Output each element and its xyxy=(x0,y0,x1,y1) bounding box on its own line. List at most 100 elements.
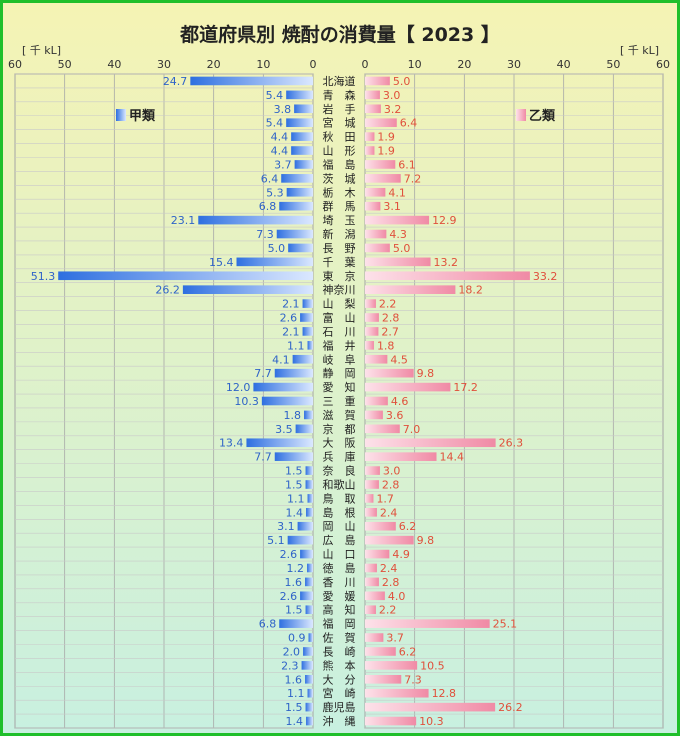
kou-value-label: 7.7 xyxy=(254,451,272,464)
otsu-value-label: 18.2 xyxy=(458,284,483,297)
kou-bar xyxy=(286,118,313,128)
otsu-bar xyxy=(365,313,379,322)
chart-title: 都道府県別 焼酎の消費量【 2023 】 xyxy=(180,24,500,46)
kou-value-label: 2.1 xyxy=(282,298,300,311)
otsu-bar xyxy=(365,480,379,489)
prefecture-label: 山 梨 xyxy=(323,297,356,311)
right-tick-label: 0 xyxy=(362,58,369,71)
prefecture-label: 茨 城 xyxy=(323,171,356,185)
otsu-value-label: 9.8 xyxy=(417,534,435,547)
kou-value-label: 6.8 xyxy=(259,618,277,631)
kou-bar xyxy=(190,76,313,86)
prefecture-label: 山 形 xyxy=(323,145,356,158)
otsu-bar xyxy=(365,271,530,281)
prefecture-label: 福 井 xyxy=(323,338,356,352)
kou-value-label: 6.8 xyxy=(259,200,277,213)
otsu-value-label: 1.7 xyxy=(376,492,394,505)
kou-value-label: 7.3 xyxy=(256,228,274,241)
kou-value-label: 4.1 xyxy=(272,353,290,366)
otsu-value-label: 1.9 xyxy=(377,145,395,158)
prefecture-label: 愛 知 xyxy=(323,380,356,394)
otsu-bar xyxy=(365,368,414,378)
otsu-bar xyxy=(365,341,374,350)
prefecture-label: 静 岡 xyxy=(323,366,356,380)
prefecture-label: 東 京 xyxy=(323,269,356,283)
kou-bar xyxy=(305,466,313,475)
kou-value-label: 1.5 xyxy=(285,478,303,491)
otsu-bar xyxy=(365,104,381,114)
otsu-bar xyxy=(365,633,384,642)
kou-value-label: 2.6 xyxy=(280,590,298,603)
otsu-value-label: 7.2 xyxy=(404,172,422,185)
otsu-value-label: 4.0 xyxy=(388,590,406,603)
kou-value-label: 1.2 xyxy=(287,562,305,575)
otsu-value-label: 3.1 xyxy=(383,200,401,213)
left-unit-label: [ 千 kL] xyxy=(22,44,62,57)
kou-value-label: 4.4 xyxy=(271,145,289,158)
otsu-bar xyxy=(365,243,390,253)
kou-value-label: 51.3 xyxy=(31,270,56,283)
otsu-value-label: 33.2 xyxy=(533,270,558,283)
kou-value-label: 5.3 xyxy=(266,186,284,199)
prefecture-label: 和歌山 xyxy=(323,477,356,491)
kou-bar xyxy=(261,396,313,406)
kou-bar xyxy=(291,132,313,141)
otsu-value-label: 2.8 xyxy=(382,312,400,325)
prefecture-label: 北海道 xyxy=(323,74,356,88)
prefecture-label: 群 馬 xyxy=(323,199,356,213)
kou-legend-label: 甲類 xyxy=(129,109,156,124)
kou-bar xyxy=(58,271,314,281)
otsu-bar xyxy=(365,354,388,364)
otsu-bar xyxy=(365,382,451,392)
kou-value-label: 4.4 xyxy=(271,131,289,144)
kou-value-label: 5.0 xyxy=(268,242,286,255)
otsu-value-label: 3.0 xyxy=(383,89,401,102)
prefecture-label: 熊 本 xyxy=(323,658,356,672)
otsu-bar xyxy=(365,535,414,545)
otsu-bar xyxy=(365,201,381,211)
kou-legend-swatch xyxy=(116,109,126,121)
otsu-value-label: 12.8 xyxy=(432,687,457,700)
prefecture-label: 大 阪 xyxy=(323,436,356,450)
kou-value-label: 7.7 xyxy=(254,367,272,380)
kou-bar xyxy=(253,382,313,392)
otsu-value-label: 3.2 xyxy=(384,103,402,116)
otsu-bar xyxy=(365,702,496,712)
left-tick-label: 10 xyxy=(256,58,270,71)
otsu-bar xyxy=(365,257,431,267)
otsu-bar xyxy=(365,299,376,308)
otsu-value-label: 4.5 xyxy=(390,353,408,366)
kou-bar xyxy=(307,688,313,698)
kou-value-label: 5.4 xyxy=(266,89,284,102)
otsu-bar xyxy=(365,327,379,336)
prefecture-label: 宮 崎 xyxy=(323,686,356,700)
kou-value-label: 6.4 xyxy=(261,172,279,185)
kou-bar xyxy=(302,327,313,336)
otsu-value-label: 1.8 xyxy=(377,339,395,352)
kou-bar xyxy=(305,480,313,489)
prefecture-label: 奈 良 xyxy=(323,464,356,478)
kou-value-label: 15.4 xyxy=(209,256,234,269)
prefecture-label: 大 分 xyxy=(323,672,356,686)
otsu-value-label: 9.8 xyxy=(417,367,435,380)
kou-value-label: 1.8 xyxy=(284,409,302,422)
prefecture-label: 広 島 xyxy=(323,533,356,547)
prefecture-label: 滋 賀 xyxy=(323,409,356,422)
otsu-bar xyxy=(365,563,377,573)
prefecture-label: 鳥 取 xyxy=(323,491,356,505)
prefecture-label: 岩 手 xyxy=(323,102,356,116)
kou-value-label: 10.3 xyxy=(234,395,259,408)
otsu-value-label: 5.0 xyxy=(393,242,411,255)
kou-bar xyxy=(286,187,313,197)
kou-value-label: 2.6 xyxy=(280,548,298,561)
otsu-value-label: 3.6 xyxy=(386,409,404,422)
otsu-value-label: 2.7 xyxy=(381,325,399,338)
prefecture-label: 秋 田 xyxy=(323,130,356,144)
prefecture-label: 三 重 xyxy=(323,394,356,408)
otsu-bar xyxy=(365,76,390,86)
prefecture-label: 宮 城 xyxy=(323,116,356,130)
otsu-value-label: 3.7 xyxy=(386,632,404,645)
kou-bar xyxy=(308,633,313,642)
